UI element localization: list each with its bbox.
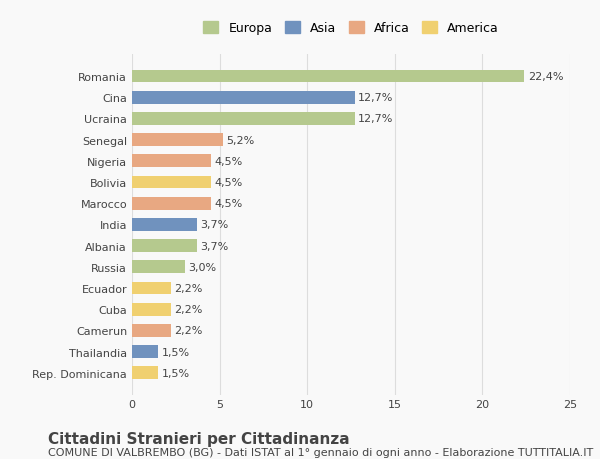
Bar (132, 197, 211, 210)
Text: 22,4%: 22,4% (528, 72, 563, 82)
Legend: Europa, Asia, Africa, America: Europa, Asia, Africa, America (199, 17, 503, 40)
Text: 1,5%: 1,5% (162, 368, 190, 378)
Text: 2,2%: 2,2% (174, 326, 202, 336)
Text: 3,0%: 3,0% (188, 262, 216, 272)
Text: 4,5%: 4,5% (214, 199, 242, 209)
Bar (132, 92, 355, 104)
Bar (132, 240, 197, 252)
Text: 5,2%: 5,2% (227, 135, 255, 146)
Text: 2,2%: 2,2% (174, 304, 202, 314)
Bar (132, 282, 170, 295)
Bar (132, 218, 197, 231)
Text: 4,5%: 4,5% (214, 157, 242, 167)
Bar (132, 325, 170, 337)
Bar (132, 346, 158, 358)
Bar (132, 134, 223, 147)
Bar (132, 303, 170, 316)
Text: COMUNE DI VALBREMBO (BG) - Dati ISTAT al 1° gennaio di ogni anno - Elaborazione : COMUNE DI VALBREMBO (BG) - Dati ISTAT al… (48, 448, 593, 458)
Text: Cittadini Stranieri per Cittadinanza: Cittadini Stranieri per Cittadinanza (48, 431, 350, 447)
Bar (132, 367, 158, 379)
Text: 1,5%: 1,5% (162, 347, 190, 357)
Text: 4,5%: 4,5% (214, 178, 242, 188)
Text: 2,2%: 2,2% (174, 283, 202, 293)
Bar (132, 71, 524, 83)
Bar (132, 155, 211, 168)
Text: 12,7%: 12,7% (358, 114, 394, 124)
Text: 3,7%: 3,7% (200, 220, 229, 230)
Bar (132, 176, 211, 189)
Text: 12,7%: 12,7% (358, 93, 394, 103)
Bar (132, 113, 355, 125)
Bar (132, 261, 185, 274)
Text: 3,7%: 3,7% (200, 241, 229, 251)
